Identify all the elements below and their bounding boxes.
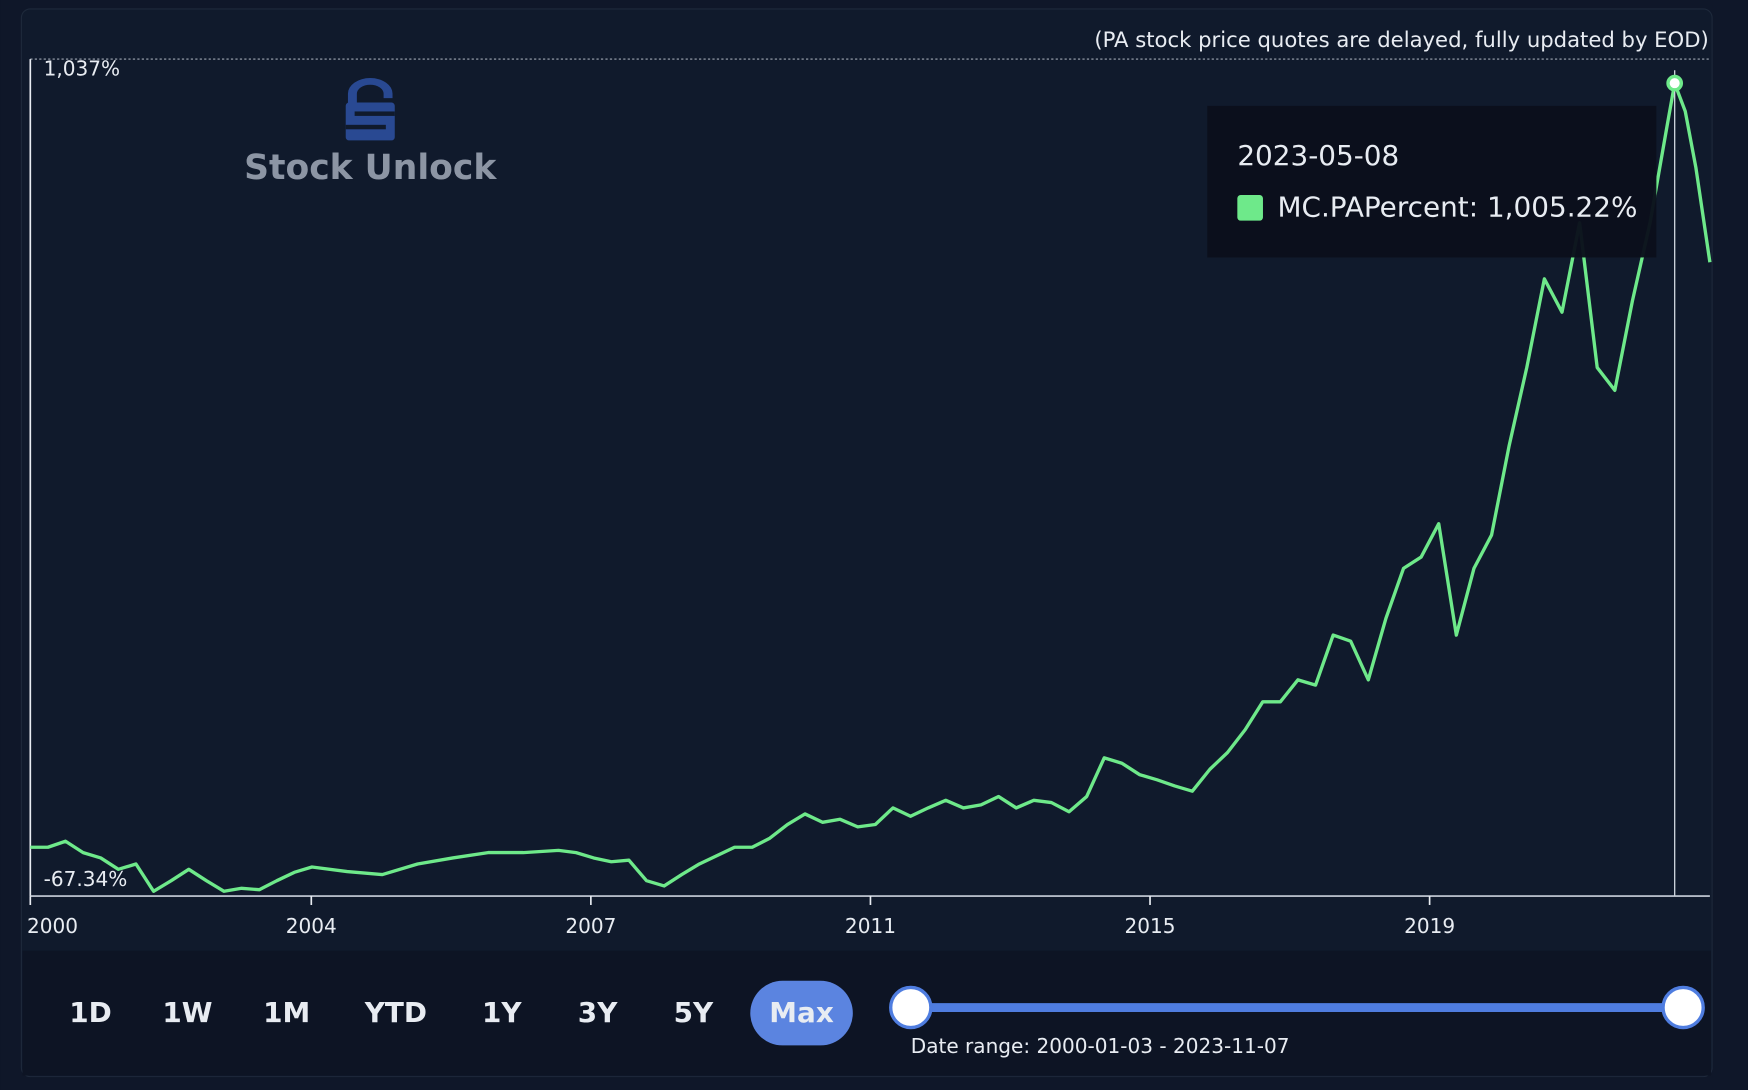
y-tick-label: -67.34% bbox=[44, 867, 128, 891]
logo-shackle bbox=[347, 78, 393, 110]
logo-body bbox=[345, 102, 395, 141]
logo-stripe bbox=[345, 124, 386, 130]
range-button[interactable]: 5Y bbox=[674, 996, 714, 1029]
logo-stripe bbox=[354, 111, 395, 116]
slider-handle[interactable] bbox=[889, 985, 933, 1030]
controls-panel bbox=[22, 950, 1712, 1076]
x-tick-label: 2015 bbox=[1125, 914, 1176, 938]
hover-point bbox=[1666, 74, 1684, 92]
x-tick-label: 2004 bbox=[286, 914, 337, 938]
range-button[interactable]: 3Y bbox=[578, 996, 618, 1029]
plot: 1,037% -67.34% 2000 2004 2007 2011 2015 2019 202… bbox=[27, 57, 1712, 938]
range-button[interactable]: 1Y bbox=[482, 996, 522, 1029]
date-range: Date range: 2000-01-03 - 2023-11-07 bbox=[911, 1034, 1290, 1058]
range-button[interactable]: 1W bbox=[162, 996, 212, 1029]
tooltip-date: 2023-05-08 bbox=[1237, 139, 1399, 172]
tooltip-value: MC.PAPercent: 1,005.22% bbox=[1277, 190, 1637, 223]
range-button[interactable]: Max bbox=[769, 996, 834, 1029]
range-button[interactable]: 1M bbox=[263, 996, 310, 1029]
x-tick-label: 2019 bbox=[1404, 914, 1455, 938]
controls: 1D 1W 1M YTD 1Y 3Y 5Y Max Date range: 2000-01-03… bbox=[69, 980, 1705, 1058]
range-button-active[interactable] bbox=[750, 980, 853, 1046]
range-button[interactable]: YTD bbox=[364, 996, 427, 1029]
slider-handle[interactable] bbox=[1661, 985, 1705, 1030]
price-line bbox=[30, 81, 1712, 893]
tooltip-box bbox=[1207, 105, 1657, 258]
y-tick-label: 1,037% bbox=[44, 57, 120, 81]
card bbox=[20, 8, 1713, 1078]
logo: Stock Unlock bbox=[244, 78, 497, 188]
notice: (PA stock price quotes are delayed, full… bbox=[1094, 27, 1708, 52]
range-button[interactable]: 1D bbox=[69, 996, 112, 1029]
x-tick-label: 2011 bbox=[845, 914, 896, 938]
x-tick-label: 2007 bbox=[565, 914, 616, 938]
tooltip-swatch bbox=[1237, 195, 1263, 221]
logo-text: Stock Unlock bbox=[244, 148, 497, 188]
x-tick-label: 2000 bbox=[27, 914, 78, 938]
